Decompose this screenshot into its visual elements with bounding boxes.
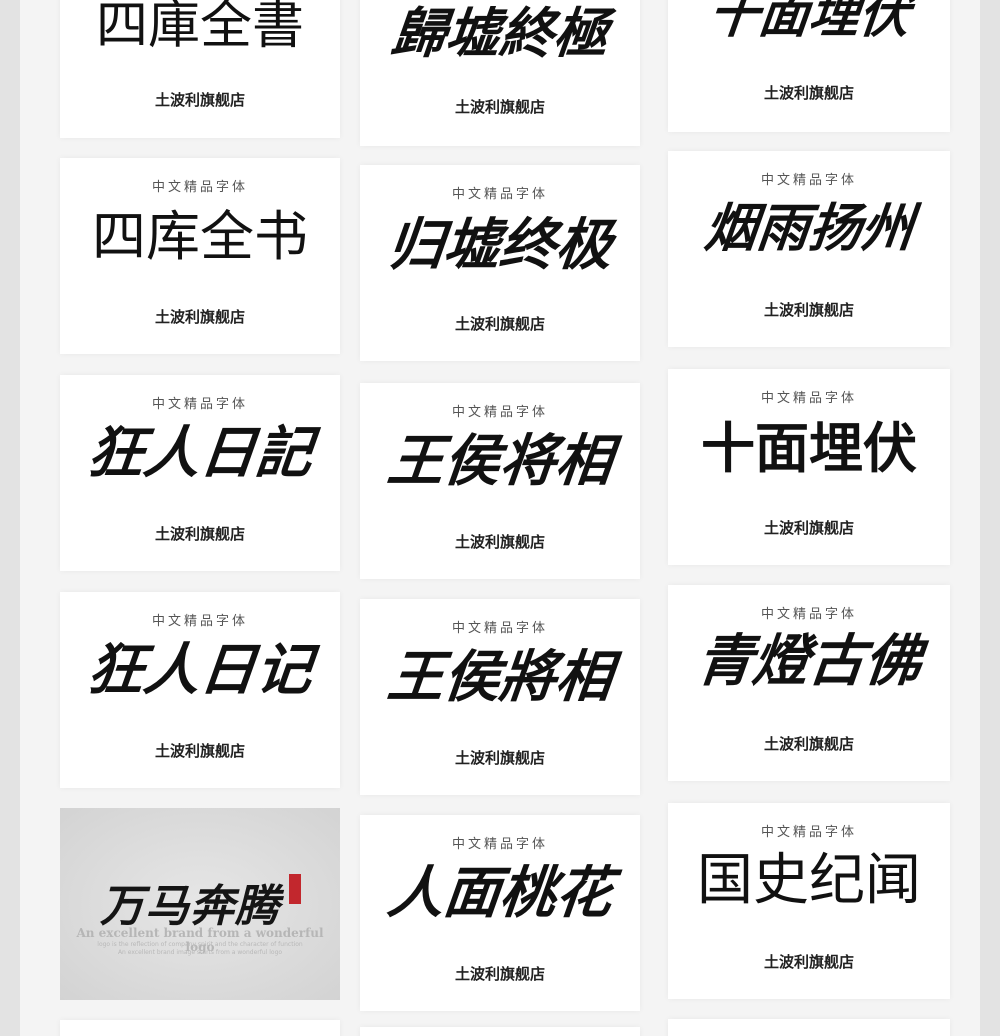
font-sample-title: 王侯将相 [384,428,616,494]
font-card[interactable]: 中文精品字体 人面桃花 土波利旗舰店 [360,815,640,1011]
shop-name: 土波利旗舰店 [154,525,245,543]
font-card[interactable]: 中文精品字体 归墟终极 土波利旗舰店 [360,165,640,361]
font-tag: 中文精品字体 [151,397,248,412]
font-tag: 中文精品字体 [451,837,548,852]
font-card[interactable]: 四庫全書 土波利旗舰店 [60,0,340,138]
font-card[interactable]: 中文精品字体 四库全书 土波利旗舰店 [60,158,340,354]
brand-slogan: An excellent brand from a wonderful logo [76,926,324,954]
font-sample-title: 十面埋伏 [701,416,917,480]
shop-name: 土波利旗舰店 [763,735,854,753]
font-card[interactable]: 歸墟終極 土波利旗舰店 [360,0,640,146]
brand-subline: logo is the reflection of company spirit… [97,941,303,948]
font-tag: 中文精品字体 [451,621,548,636]
font-tag: 中文精品字体 [451,405,548,420]
brand-logo-card[interactable]: 万马奔腾 An excellent brand from a wonderful… [60,808,340,1000]
font-tag: 中文精品字体 [760,825,857,840]
font-card[interactable]: 中文精品字体 王侯將相 土波利旗舰店 [360,599,640,795]
font-sample-title: 狂人日记 [84,637,316,703]
shop-name: 土波利旗舰店 [454,749,545,767]
shop-name: 土波利旗舰店 [154,742,245,760]
font-sample-title: 十面埋伏 [705,0,913,44]
shop-name: 土波利旗舰店 [154,91,245,109]
shop-name: 土波利旗舰店 [454,98,545,116]
font-card[interactable] [360,1027,640,1036]
shop-name: 土波利旗舰店 [763,84,854,102]
font-tag: 中文精品字体 [760,391,857,406]
font-sample-title: 人面桃花 [384,860,616,926]
font-sample-title: 烟雨扬州 [701,198,917,259]
red-seal [289,874,301,904]
font-tag: 中文精品字体 [760,173,857,188]
font-card[interactable]: 中文精品字体 青燈古佛 土波利旗舰店 [668,585,950,781]
font-tag: 中文精品字体 [760,607,857,622]
font-card[interactable]: 中文精品字体 狂人日記 土波利旗舰店 [60,375,340,571]
font-sample-title: 归墟终极 [384,212,616,278]
font-card[interactable]: 十面埋伏 土波利旗舰店 [668,0,950,132]
font-tag: 中文精品字体 [451,187,548,202]
brand-logo-title: 万马奔腾 [100,881,280,932]
font-card[interactable] [668,1019,950,1036]
font-card[interactable]: 中文精品字体 狂人日记 土波利旗舰店 [60,592,340,788]
shop-name: 土波利旗舰店 [763,519,854,537]
font-card[interactable]: 中文精品字体 王侯将相 土波利旗舰店 [360,383,640,579]
font-tag: 中文精品字体 [151,180,248,195]
font-sample-title: 歸墟終極 [388,1,612,65]
font-sample-title: 国史纪闻 [697,848,921,913]
shop-name: 土波利旗舰店 [763,953,854,971]
font-card[interactable] [60,1020,340,1036]
font-sample-title: 四庫全書 [95,0,304,56]
font-sample-title: 王侯將相 [384,644,616,710]
shop-name: 土波利旗舰店 [763,301,854,319]
font-card[interactable]: 中文精品字体 国史纪闻 土波利旗舰店 [668,803,950,999]
brand-subline: An excellent brand image starts from a w… [117,949,283,956]
shop-name: 土波利旗舰店 [154,308,245,326]
font-tag: 中文精品字体 [151,614,248,629]
shop-name: 土波利旗舰店 [454,315,545,333]
font-sample-title: 狂人日記 [84,420,316,486]
shop-name: 土波利旗舰店 [454,965,545,983]
product-gallery: 四庫全書 土波利旗舰店 歸墟終極 土波利旗舰店 十面埋伏 土波利旗舰店 中文精品… [20,0,980,1036]
font-card[interactable]: 中文精品字体 十面埋伏 土波利旗舰店 [668,369,950,565]
shop-name: 土波利旗舰店 [454,533,545,551]
font-sample-title: 四库全书 [92,205,308,268]
font-card[interactable]: 中文精品字体 烟雨扬州 土波利旗舰店 [668,151,950,347]
font-sample-title: 青燈古佛 [693,628,925,694]
